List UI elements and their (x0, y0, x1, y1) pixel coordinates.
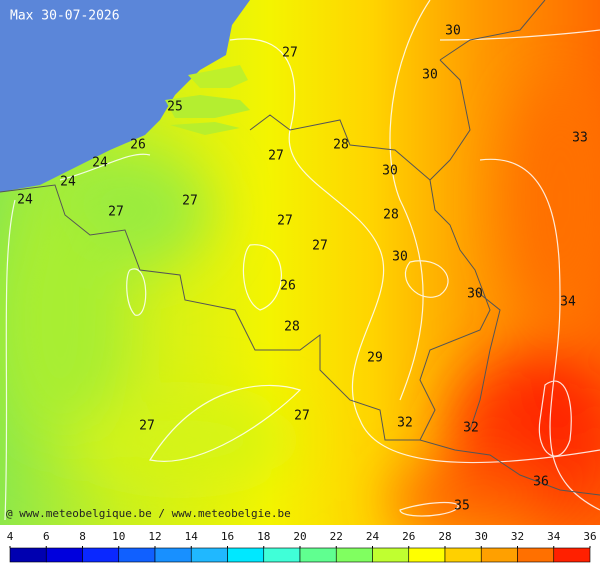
legend-tick-label: 10 (112, 530, 125, 543)
legend-swatch (372, 547, 410, 563)
contour-label: 27 (139, 419, 155, 434)
contour-label: 25 (167, 100, 183, 115)
contour-label: 30 (445, 24, 461, 39)
contour-label: 33 (572, 131, 588, 146)
contour-label: 27 (277, 214, 293, 229)
legend-swatch (227, 547, 265, 563)
contour-label: 24 (17, 193, 33, 208)
legend-tick-label: 12 (148, 530, 161, 543)
legend-swatch (45, 547, 83, 563)
legend-swatch (263, 547, 301, 563)
contour-label: 32 (397, 416, 413, 431)
contour-label: 27 (294, 409, 310, 424)
legend-tick-label: 4 (7, 530, 14, 543)
legend-tick-label: 32 (511, 530, 524, 543)
legend-tick-label: 22 (330, 530, 343, 543)
legend-swatch (444, 547, 482, 563)
contour-label: 27 (268, 149, 284, 164)
legend-tick-label: 26 (402, 530, 415, 543)
contour-label: 34 (560, 295, 576, 310)
borders (0, 0, 600, 496)
contour-label: 26 (130, 138, 146, 153)
legend-tick-label: 6 (43, 530, 50, 543)
legend-tick-label: 18 (257, 530, 270, 543)
contour-label: 24 (92, 156, 108, 171)
credit: @ www.meteobelgique.be / www.meteobelgie… (6, 507, 291, 520)
map-background (0, 0, 600, 530)
legend-swatch (82, 547, 120, 563)
contour-label: 26 (280, 279, 296, 294)
legend-tick-label: 28 (438, 530, 451, 543)
contour-label: 27 (282, 46, 298, 61)
contour-label: 27 (182, 194, 198, 209)
legend-tick-label: 24 (366, 530, 380, 543)
legend-swatch (299, 547, 337, 563)
legend-tick-label: 34 (547, 530, 561, 543)
contour-label: 27 (108, 205, 124, 220)
contour-label: 28 (284, 320, 300, 335)
legend-swatch (118, 547, 156, 563)
legend-tick-label: 14 (185, 530, 199, 543)
legend-swatch (480, 547, 518, 563)
legend-swatch (517, 547, 555, 563)
legend-swatch (553, 547, 591, 563)
isotherms (4, 0, 600, 521)
contour-label: 29 (367, 351, 383, 366)
legend-swatch (154, 547, 192, 563)
legend-swatch (408, 547, 446, 563)
contour-label: 27 (312, 239, 328, 254)
contour-label: 36 (533, 475, 549, 490)
contour-label: 30 (392, 250, 408, 265)
legend-tick-label: 36 (583, 530, 596, 543)
contour-label: 30 (382, 164, 398, 179)
legend-tick-label: 20 (293, 530, 306, 543)
contour-label: 24 (60, 175, 76, 190)
contour-label: 32 (463, 421, 479, 436)
contour-label: 28 (383, 208, 399, 223)
color-legend: 4 6 8 10 12 14 16 18 20 22 24 26 28 30 32 34 36 (7, 530, 597, 563)
legend-swatch (335, 547, 373, 563)
legend-swatch (190, 547, 228, 563)
map-title: Max 30-07-2026 (10, 9, 120, 24)
contour-label: 30 (467, 287, 483, 302)
contour-label: 30 (422, 68, 438, 83)
legend-tick-label: 30 (475, 530, 488, 543)
legend-tick-label: 8 (79, 530, 86, 543)
contour-label: 35 (454, 499, 470, 514)
contour-label: 28 (333, 138, 349, 153)
legend-swatch (9, 547, 47, 563)
legend-tick-label: 16 (221, 530, 234, 543)
